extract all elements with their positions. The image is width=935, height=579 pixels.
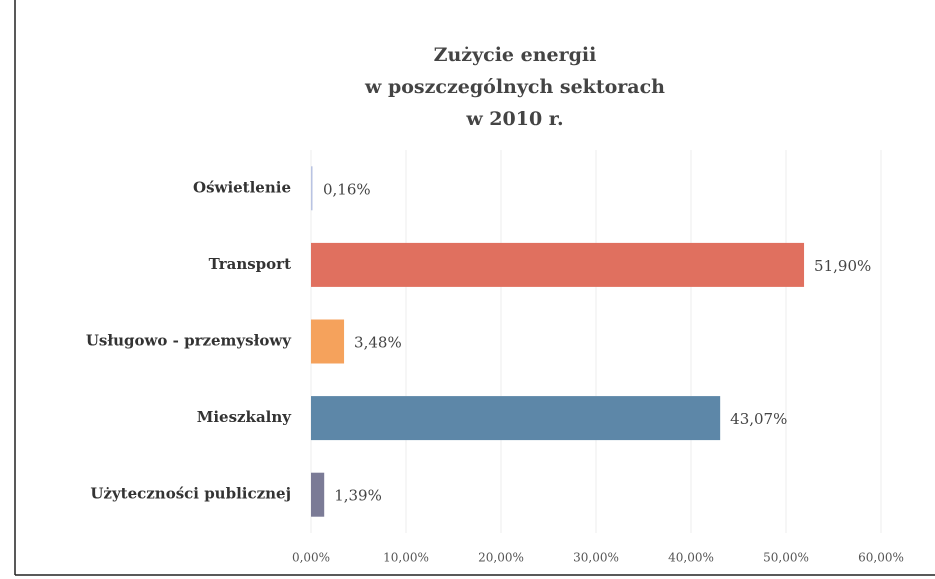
chart-title: Zużycie energii (434, 44, 597, 66)
y-tick-label: Użyteczności publicznej (90, 485, 291, 503)
x-tick-label: 20,00% (478, 551, 524, 565)
data-label: 3,48% (354, 334, 402, 352)
x-tick-label: 60,00% (858, 551, 904, 565)
chart-title: w 2010 r. (465, 108, 563, 130)
y-tick-label: Usługowo - przemysłowy (86, 332, 292, 350)
y-tick-label: Transport (209, 255, 291, 273)
x-tick-label: 0,00% (292, 551, 330, 565)
x-tick-label: 30,00% (573, 551, 619, 565)
y-tick-label: Mieszkalny (197, 408, 293, 426)
data-label: 43,07% (730, 410, 787, 428)
chart-title: w poszczególnych sektorach (364, 76, 665, 98)
bar (311, 166, 313, 211)
bar (311, 242, 805, 287)
y-tick-label: Oświetlenie (193, 178, 291, 196)
data-label: 51,90% (814, 257, 871, 275)
bar (311, 396, 721, 441)
x-tick-label: 50,00% (763, 551, 809, 565)
x-tick-label: 10,00% (383, 551, 429, 565)
bar (311, 319, 345, 364)
x-tick-label: 40,00% (668, 551, 714, 565)
bar (311, 472, 325, 517)
data-label: 1,39% (334, 487, 382, 505)
data-label: 0,16% (323, 180, 371, 198)
